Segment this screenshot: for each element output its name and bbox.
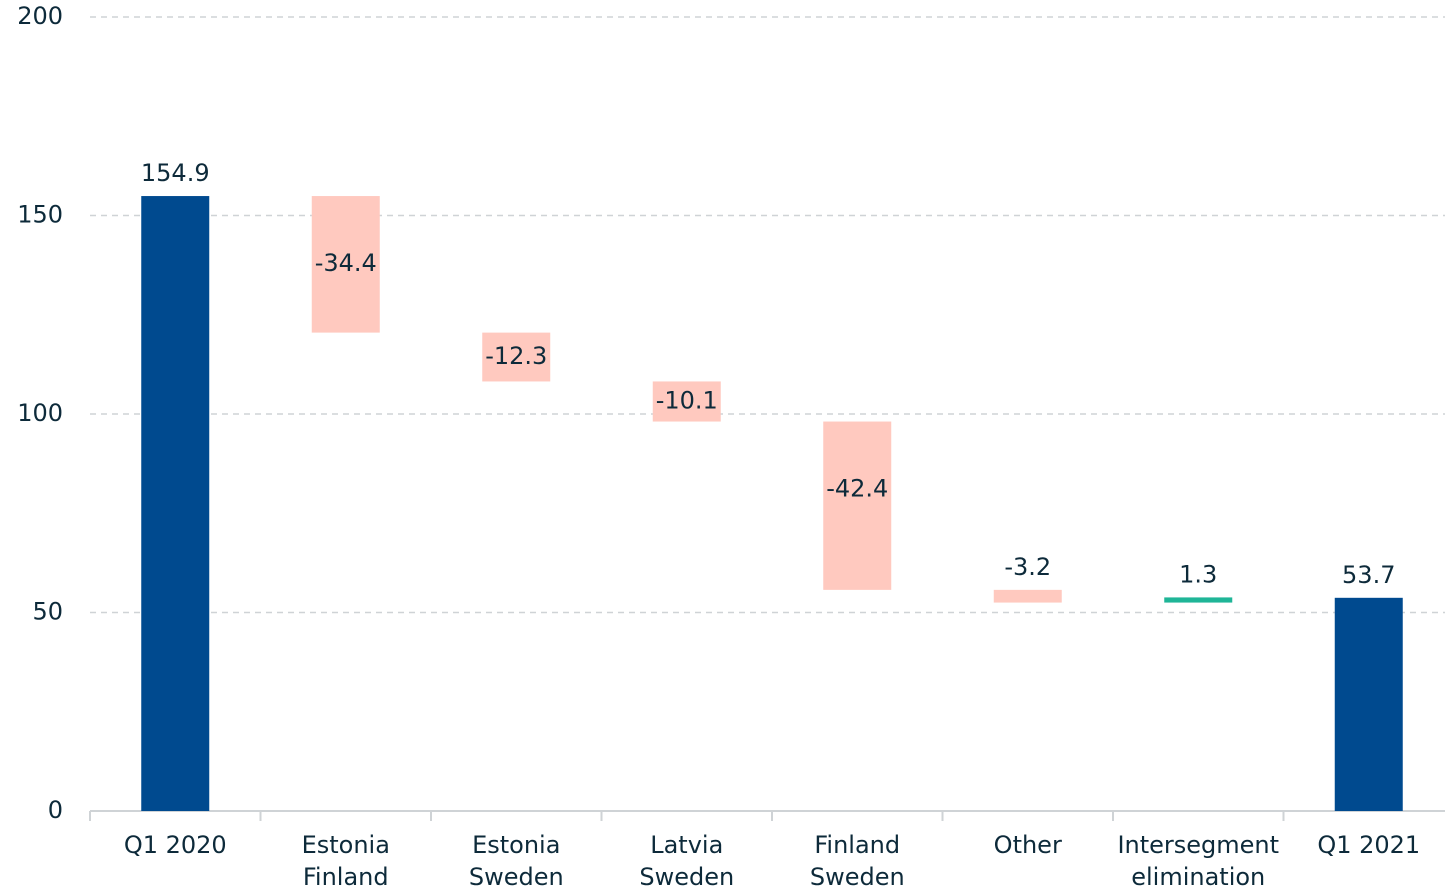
data-label: -34.4 xyxy=(315,249,377,277)
data-label: -12.3 xyxy=(485,342,547,370)
bar xyxy=(823,421,892,590)
y-tick-label: 100 xyxy=(17,399,63,427)
x-tick-label: elimination xyxy=(1131,863,1265,891)
bar xyxy=(1334,597,1403,811)
y-tick-label: 200 xyxy=(17,2,63,30)
x-tick-label: Other xyxy=(994,831,1062,859)
x-tick-label: Finland xyxy=(303,863,389,891)
data-label: 53.7 xyxy=(1342,561,1395,589)
x-tick-label: Sweden xyxy=(469,863,564,891)
x-tick-label: Sweden xyxy=(810,863,905,891)
x-tick-label: Q1 2021 xyxy=(1317,831,1420,859)
data-label: 154.9 xyxy=(141,159,210,187)
y-tick-label: 150 xyxy=(17,201,63,229)
y-tick-label: 0 xyxy=(48,796,63,824)
bar xyxy=(1164,597,1233,603)
x-tick-label: Estonia xyxy=(472,831,560,859)
x-tick-label: Q1 2020 xyxy=(124,831,227,859)
bar xyxy=(311,196,380,333)
bar xyxy=(482,332,551,382)
x-tick-label: Sweden xyxy=(639,863,734,891)
bar xyxy=(652,381,721,422)
bar xyxy=(141,196,210,811)
x-tick-label: Finland xyxy=(814,831,900,859)
y-tick-label: 50 xyxy=(32,598,63,626)
bar xyxy=(993,589,1062,603)
x-tick-label: Latvia xyxy=(650,831,723,859)
data-label: -42.4 xyxy=(826,475,888,503)
x-tick-label: Intersegment xyxy=(1117,831,1279,859)
data-label: 1.3 xyxy=(1179,560,1217,588)
x-tick-label: Estonia xyxy=(302,831,390,859)
data-label: -10.1 xyxy=(656,386,718,414)
data-label: -3.2 xyxy=(1004,553,1051,581)
